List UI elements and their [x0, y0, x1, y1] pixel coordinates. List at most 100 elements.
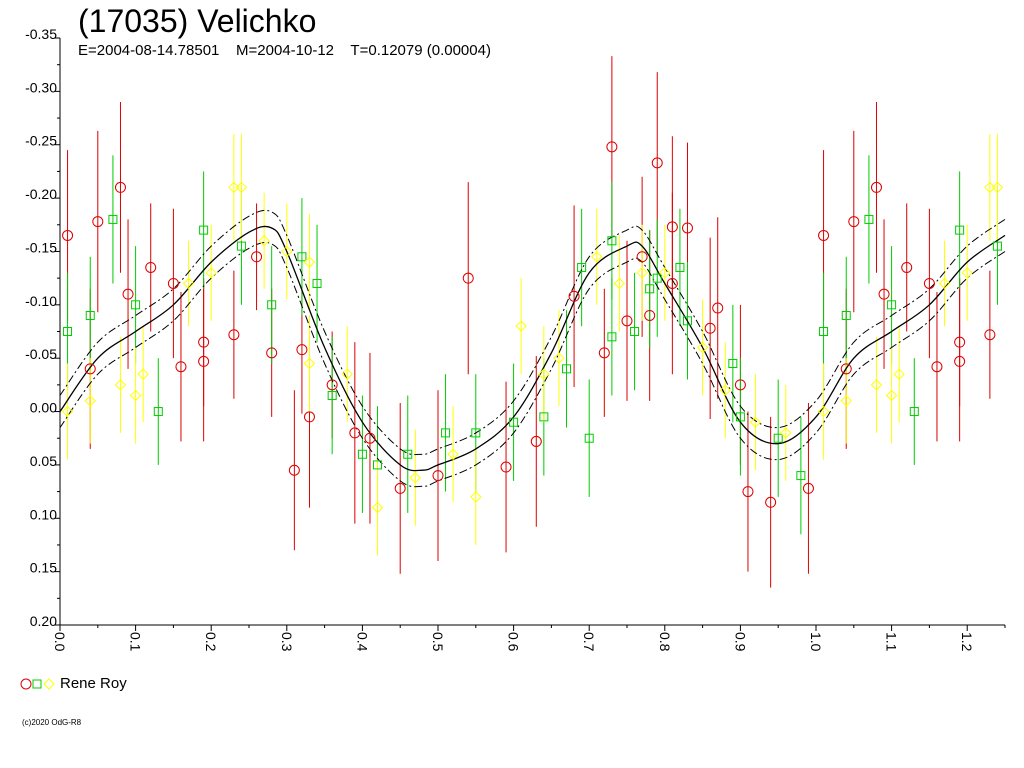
x-tick-label: 1.1 [884, 632, 900, 652]
circle-marker [704, 322, 716, 334]
diamond-marker [938, 277, 951, 290]
circle-marker [651, 157, 663, 169]
circle-marker [712, 302, 724, 314]
x-tick-label: 0.1 [128, 632, 144, 652]
circle-marker [326, 379, 338, 391]
square-marker [675, 262, 685, 272]
x-tick-label: 0.5 [430, 632, 446, 652]
y-tick-label: 0.05 [30, 453, 57, 469]
circle-marker [530, 435, 542, 447]
diamond-marker [870, 379, 883, 391]
square-marker [236, 241, 246, 251]
diamond-marker [235, 181, 248, 194]
square-marker [539, 412, 549, 422]
circle-marker [840, 363, 852, 375]
circle-marker [92, 216, 104, 228]
square-marker [327, 391, 337, 401]
square-marker [584, 433, 594, 443]
square-marker [796, 471, 806, 481]
circle-marker [167, 277, 179, 289]
diamond-marker [137, 368, 149, 380]
square-marker [199, 225, 209, 235]
circle-marker [364, 432, 376, 444]
circle-marker [681, 222, 693, 234]
diamond-marker [303, 357, 316, 370]
diamond-marker [341, 368, 353, 380]
x-tick-label: 1.0 [808, 632, 824, 652]
circle-marker [568, 290, 580, 302]
circle-marker [175, 361, 187, 373]
diamond-marker [371, 501, 384, 514]
circle-marker [802, 482, 814, 494]
x-tick-label: 0.2 [203, 632, 219, 652]
square-marker [267, 300, 277, 310]
circle-marker [666, 221, 678, 233]
square-marker [63, 327, 73, 336]
square-marker [992, 241, 1002, 251]
square-marker [864, 214, 874, 224]
square-marker [728, 359, 738, 369]
y-tick-label: 0.00 [30, 400, 57, 416]
circle-marker [303, 411, 315, 423]
y-tick-label: 0.20 [30, 613, 57, 629]
circle-marker [878, 288, 890, 300]
legend-square-marker [32, 679, 42, 689]
square-marker [471, 428, 481, 438]
square-marker [909, 407, 919, 417]
square-marker [373, 460, 383, 470]
square-marker [108, 214, 118, 224]
square-marker [85, 310, 95, 320]
circle-marker [818, 229, 830, 241]
circle-marker [145, 261, 157, 273]
circle-marker [394, 482, 406, 494]
square-marker [562, 364, 572, 374]
diamond-marker [780, 427, 792, 439]
x-tick-label: 0.8 [657, 632, 673, 652]
circle-marker [462, 272, 474, 284]
circle-marker [198, 336, 210, 348]
square-marker [577, 262, 587, 272]
fit-lower-band [59, 241, 1006, 488]
fit-curves [59, 209, 1006, 488]
diamond-marker [129, 389, 142, 402]
circle-marker [598, 347, 610, 359]
circle-marker [923, 277, 935, 289]
x-tick-label: 1.2 [959, 632, 975, 652]
square-marker [735, 412, 745, 422]
diamond-marker [303, 256, 316, 268]
diamond-marker [470, 491, 482, 503]
diamond-marker [984, 181, 996, 194]
circle-marker [636, 251, 648, 263]
x-tick-label: 0.3 [279, 632, 295, 652]
legend-diamond-marker [43, 678, 55, 690]
diamond-marker [281, 245, 293, 258]
circle-marker [954, 336, 966, 348]
circle-marker [122, 288, 134, 300]
circle-marker [500, 461, 512, 473]
square-marker [153, 407, 163, 417]
diamond-marker [613, 277, 626, 290]
circle-marker [198, 355, 210, 367]
diamond-marker [409, 472, 422, 484]
y-tick-label: 0.10 [30, 506, 57, 522]
diamond-marker [719, 384, 731, 396]
y-tick-label: -0.15 [25, 239, 57, 255]
diamond-marker [258, 235, 270, 247]
y-tick-label: -0.05 [25, 346, 57, 362]
circle-marker [742, 486, 754, 498]
circle-marker [621, 315, 633, 327]
chart-subtitle: E=2004-08-14.78501 M=2004-10-12 T=0.1207… [78, 42, 491, 59]
circle-marker [734, 379, 746, 391]
circle-marker [848, 216, 860, 228]
diamond-marker [749, 416, 762, 428]
square-marker [607, 236, 617, 246]
x-tick-label: 0.0 [52, 632, 68, 652]
circle-marker [606, 141, 618, 153]
circle-marker [765, 496, 777, 508]
circle-marker [228, 329, 240, 341]
axes: -0.35 -0.30 -0.25 -0.20 -0.15 -0.10 -0.05 0.00 0… [25, 26, 1006, 652]
legend-circle-marker [20, 678, 32, 690]
diamond-marker [591, 251, 603, 263]
fit-curve-line [59, 225, 1006, 472]
